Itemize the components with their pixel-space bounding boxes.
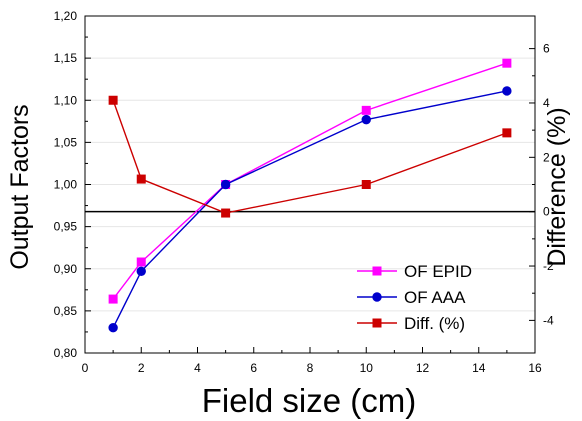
data-point-of-aaa bbox=[108, 323, 118, 333]
data-point-of-aaa bbox=[502, 86, 512, 96]
data-point-diff bbox=[108, 95, 118, 105]
x-tick-label: 14 bbox=[472, 361, 486, 375]
legend-item-diff: Diff. (%) bbox=[357, 314, 465, 333]
legend-marker bbox=[372, 292, 382, 302]
data-point-diff bbox=[221, 208, 231, 218]
right-y-tick-label: 2 bbox=[543, 150, 550, 164]
legend-item-of-aaa: OF AAA bbox=[357, 288, 466, 307]
data-point-of-aaa bbox=[361, 114, 371, 125]
x-tick-label: 16 bbox=[528, 361, 542, 375]
legend-marker bbox=[372, 318, 382, 328]
data-point-of-epid bbox=[108, 294, 118, 304]
legend-label: OF EPID bbox=[404, 262, 472, 281]
x-axis-title: Field size (cm) bbox=[202, 382, 417, 419]
data-point-of-aaa bbox=[136, 266, 146, 276]
left-y-tick-label: 1,10 bbox=[54, 93, 78, 107]
x-tick-label: 6 bbox=[250, 361, 257, 375]
data-point-of-epid bbox=[502, 58, 512, 68]
gridlines bbox=[85, 57, 535, 312]
data-point-of-epid bbox=[136, 257, 146, 267]
left-y-tick-label: 0,80 bbox=[54, 346, 78, 360]
data-point-of-aaa bbox=[220, 179, 231, 190]
left-y-tick-label: 1,15 bbox=[54, 51, 78, 65]
right-y-tick-label: -4 bbox=[543, 313, 554, 327]
right-y-tick-label: -2 bbox=[543, 259, 554, 273]
data-series bbox=[108, 58, 512, 333]
legend-marker bbox=[372, 266, 382, 276]
data-point-of-epid bbox=[361, 105, 371, 115]
left-y-tick-label: 0,85 bbox=[54, 304, 78, 318]
series-of-aaa bbox=[108, 86, 512, 333]
legend: OF EPID OF AAA Diff. (%) bbox=[357, 262, 472, 333]
left-y-tick-label: 1,05 bbox=[54, 135, 78, 149]
legend-label: OF AAA bbox=[404, 288, 466, 307]
legend-item-of-epid: OF EPID bbox=[357, 262, 472, 281]
left-y-tick-label: 1,00 bbox=[54, 178, 78, 192]
right-y-tick-label: 0 bbox=[543, 205, 550, 219]
legend-label: Diff. (%) bbox=[404, 314, 465, 333]
right-y-axis-title: Difference (%) bbox=[543, 107, 571, 266]
x-tick-label: 10 bbox=[360, 361, 374, 375]
axes: 0 2 4 6 8 10 12 14 16 0,80 0,85 0,90 0,95 1,00 1,05 1,1… bbox=[54, 9, 554, 375]
data-point-diff bbox=[502, 128, 512, 138]
right-y-tick-label: 6 bbox=[543, 42, 550, 56]
left-y-axis-title: Output Factors bbox=[6, 104, 34, 269]
x-tick-label: 8 bbox=[307, 361, 314, 375]
left-y-tick-label: 0,90 bbox=[54, 262, 78, 276]
series-diff bbox=[108, 95, 512, 218]
x-tick-label: 0 bbox=[82, 361, 89, 375]
left-y-tick-label: 1,20 bbox=[54, 9, 78, 23]
left-y-tick-label: 0,95 bbox=[54, 220, 78, 234]
x-tick-label: 4 bbox=[194, 361, 201, 375]
x-tick-label: 2 bbox=[138, 361, 145, 375]
x-tick-label: 12 bbox=[416, 361, 430, 375]
data-point-diff bbox=[361, 180, 371, 189]
right-y-tick-label: 4 bbox=[543, 96, 550, 110]
data-point-diff bbox=[136, 174, 146, 184]
